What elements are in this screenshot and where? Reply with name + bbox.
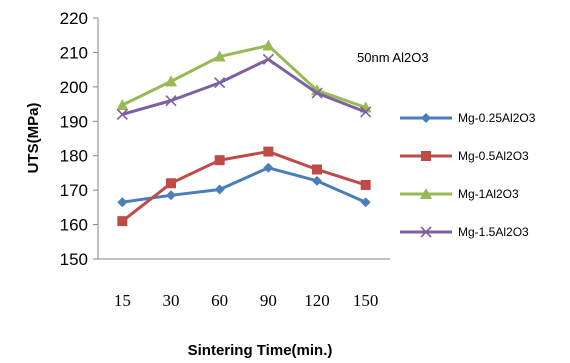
data-point — [312, 175, 322, 186]
y-tick-label: 150 — [60, 250, 88, 269]
series-4 — [116, 53, 372, 120]
chart-annotation: 50nm Al2O3 — [357, 50, 429, 65]
legend: Mg-0.25Al2O3 Mg-0.5Al2O3 Mg-1Al2O3 Mg-1.5Al… — [400, 111, 536, 239]
data-point — [117, 216, 128, 227]
legend-marker — [420, 188, 432, 199]
data-point — [165, 95, 177, 107]
legend-label: Mg-1.5Al2O3 — [458, 225, 529, 239]
y-tick-label: 160 — [60, 216, 88, 235]
data-point — [214, 155, 225, 166]
data-point — [214, 184, 225, 195]
data-point — [116, 99, 129, 111]
y-tick-label: 220 — [60, 9, 88, 28]
y-tick-label: 200 — [60, 78, 88, 97]
data-point — [360, 179, 371, 190]
x-tick-label: 30 — [163, 291, 180, 310]
legend-label: Mg-0.25Al2O3 — [458, 111, 536, 125]
y-tick-label: 210 — [60, 43, 88, 62]
y-tick-label: 170 — [60, 181, 88, 200]
x-tick-label: 120 — [304, 291, 330, 310]
x-axis-title: Sintering Time(min.) — [188, 342, 333, 359]
data-point — [311, 87, 323, 99]
series-1 — [117, 162, 371, 208]
data-point — [360, 197, 371, 208]
data-point — [262, 39, 275, 51]
data-point — [213, 50, 226, 62]
series-line — [121, 44, 367, 109]
data-point — [165, 75, 177, 87]
legend-label: Mg-1Al2O3 — [458, 187, 519, 201]
data-point — [262, 53, 274, 65]
legend-label: Mg-0.5Al2O3 — [458, 149, 529, 163]
data-point — [263, 162, 274, 173]
data-point — [166, 190, 176, 201]
legend-entry: Mg-0.5Al2O3 — [400, 149, 529, 163]
series-line — [121, 150, 367, 223]
data-point — [360, 106, 372, 118]
series-layer — [116, 39, 372, 227]
data-point — [117, 197, 128, 208]
x-tick-label: 150 — [353, 291, 379, 310]
data-point — [263, 146, 274, 157]
data-point — [214, 77, 226, 89]
data-point — [166, 178, 176, 189]
x-tick-label: 15 — [114, 291, 131, 310]
legend-marker — [421, 113, 431, 123]
series-line — [122, 166, 367, 204]
axes: 150 160 170 180 190 200 210 220 15 30 60 90 120 150 — [60, 9, 390, 310]
data-point — [116, 108, 128, 120]
y-tick-label: 180 — [60, 147, 88, 166]
series-line — [121, 57, 367, 116]
x-tick-label: 60 — [211, 291, 228, 310]
series-3 — [116, 39, 372, 113]
legend-entry: Mg-1.5Al2O3 — [400, 225, 529, 239]
data-point — [312, 164, 322, 175]
y-axis-title: UTS(MPa) — [25, 103, 42, 174]
y-tick-label: 190 — [60, 112, 88, 131]
x-tick-label: 90 — [260, 291, 277, 310]
series-2 — [117, 146, 371, 227]
legend-entry: Mg-1Al2O3 — [400, 187, 519, 201]
legend-marker — [421, 151, 431, 161]
legend-entry: Mg-0.25Al2O3 — [400, 111, 536, 125]
legend-marker — [420, 226, 432, 238]
